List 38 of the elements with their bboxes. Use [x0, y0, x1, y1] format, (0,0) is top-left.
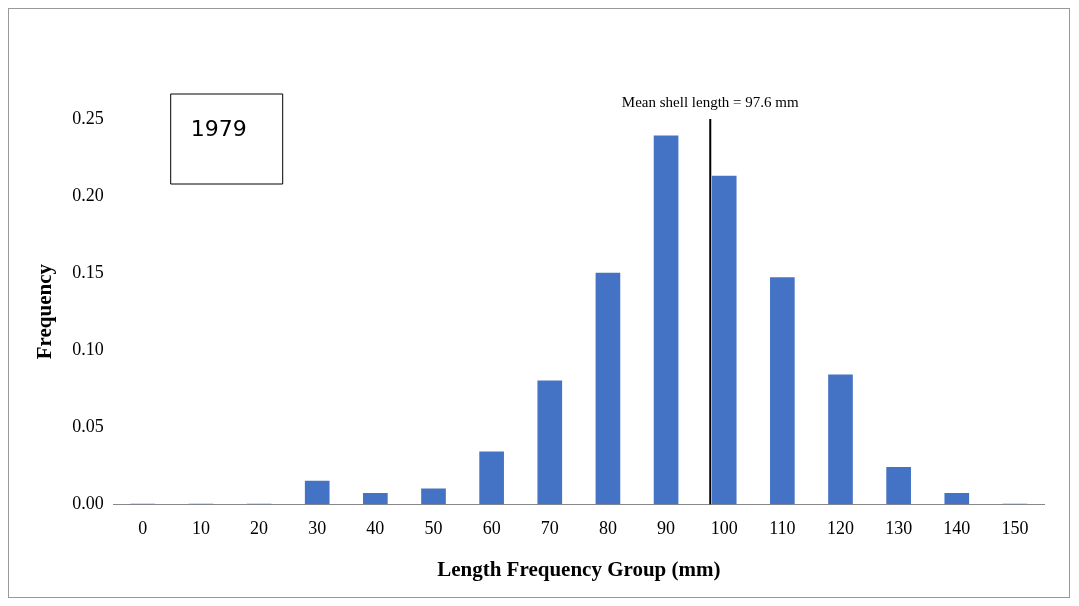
bar	[886, 466, 911, 505]
y-axis-title: Frequency	[32, 263, 57, 360]
x-tick-label: 110	[769, 517, 796, 538]
bar	[304, 480, 330, 505]
x-tick-label: 50	[424, 517, 443, 538]
y-tick-label: 0.10	[72, 338, 104, 359]
bar	[828, 374, 853, 505]
annotation: 1979	[190, 115, 247, 141]
x-axis-title: Length Frequency Group (mm)	[437, 556, 721, 581]
bar	[363, 493, 388, 505]
x-tick-label: 70	[540, 517, 559, 538]
y-tick-label: 0.05	[72, 415, 104, 436]
x-tick-label: 80	[598, 517, 617, 538]
x-tick-label: 100	[710, 517, 738, 538]
bar	[479, 451, 504, 505]
x-tick-label: 90	[657, 517, 676, 538]
bar	[421, 488, 446, 505]
x-tick-label: 140	[943, 517, 971, 538]
x-tick-label: 10	[191, 517, 210, 538]
bar	[944, 493, 970, 505]
y-tick-label: 0.00	[72, 492, 104, 513]
x-tick-label: 30	[308, 517, 327, 538]
y-tick-label: 0.15	[72, 261, 104, 282]
bar	[711, 175, 737, 505]
ref-line-label: Mean shell length = 97.6 mm	[621, 94, 799, 111]
bar	[770, 277, 795, 505]
x-tick-label: 20	[250, 517, 269, 538]
y-tick-label: 0.25	[72, 107, 104, 128]
x-tick-label: 150	[1001, 517, 1029, 538]
bar	[595, 272, 621, 505]
x-tick-label: 40	[366, 517, 385, 538]
bar	[537, 380, 563, 505]
x-tick-label: 130	[885, 517, 913, 538]
x-tick-label: 120	[827, 517, 854, 538]
y-tick-label: 0.20	[72, 184, 104, 205]
bar	[653, 135, 679, 505]
x-tick-label: 0	[138, 517, 148, 538]
x-tick-label: 60	[482, 517, 501, 538]
